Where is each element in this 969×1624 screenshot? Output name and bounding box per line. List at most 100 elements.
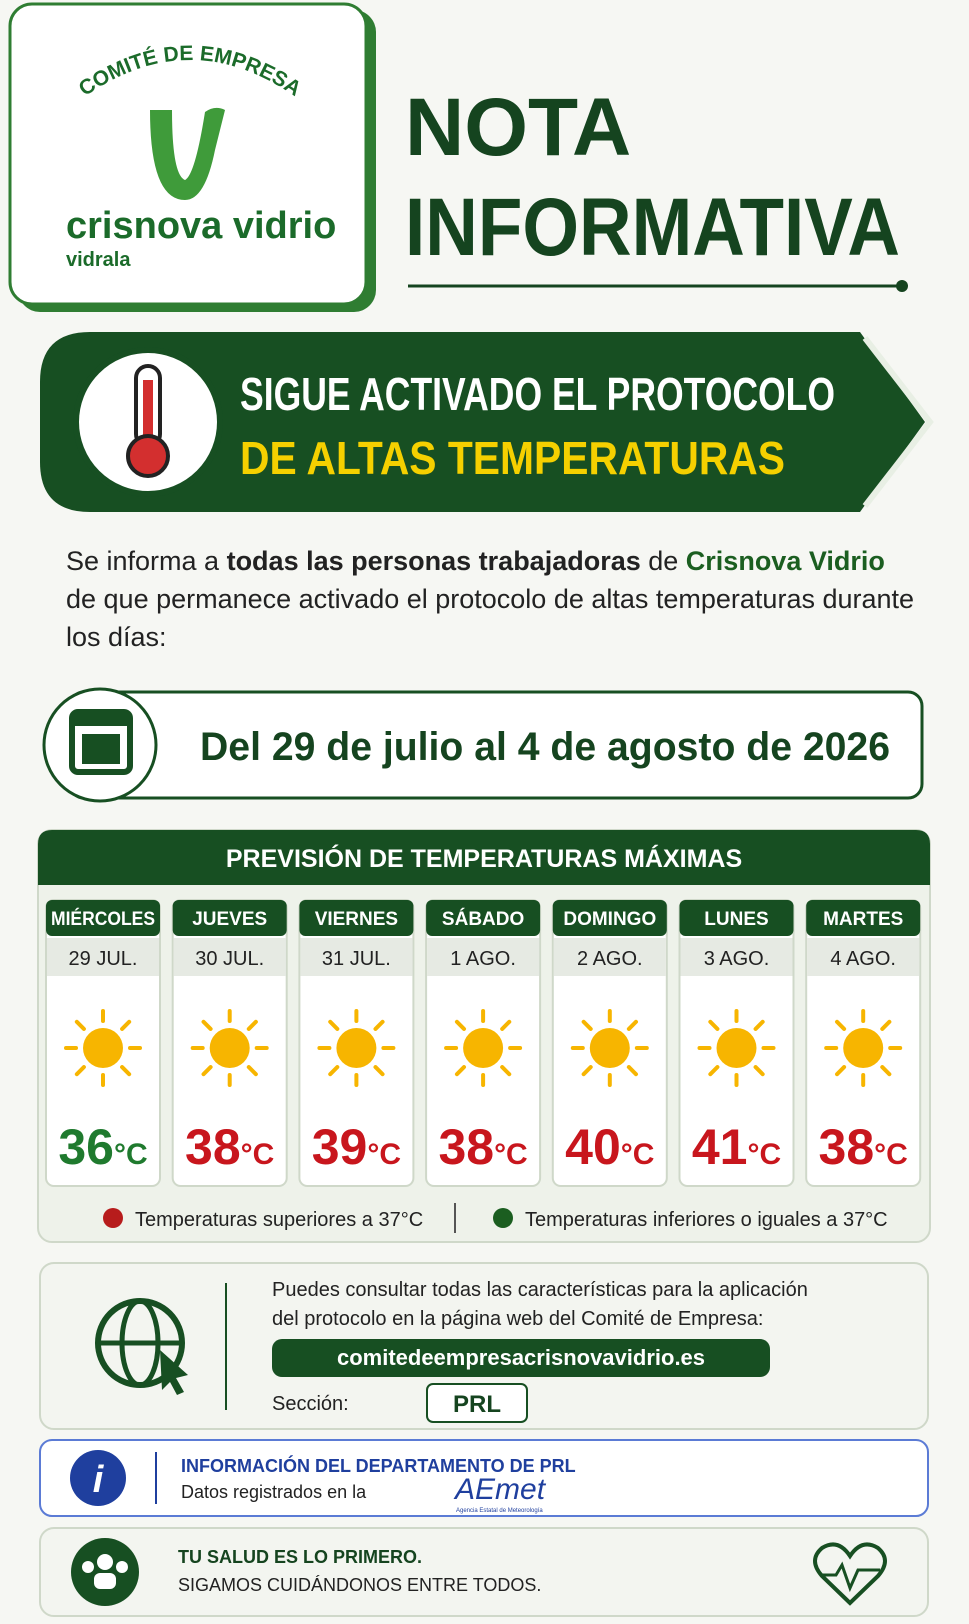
day-date: 3 AGO. — [704, 948, 770, 970]
calendar-head — [72, 712, 130, 726]
footer-line2: SIGAMOS CUIDÁNDONOS ENTRE TODOS. — [178, 1575, 541, 1595]
intro-text: Se informa a — [66, 546, 227, 576]
sun — [463, 1028, 504, 1068]
info-glyph: i — [93, 1459, 105, 1501]
date-range: Del 29 de julio al 4 de agosto de 2026 — [200, 725, 890, 769]
date-band — [427, 938, 540, 976]
section: PRL — [453, 1391, 501, 1418]
temp-unit: °C — [874, 1138, 908, 1171]
logo-box — [8, 2, 368, 306]
temp-unit: °C — [367, 1138, 401, 1171]
people-icon — [71, 1538, 139, 1606]
sun-ray — [708, 1065, 720, 1077]
date-band — [553, 938, 666, 976]
heartbeat — [820, 1561, 880, 1593]
thermo-mercury — [143, 380, 153, 446]
sun-ray — [500, 1019, 512, 1031]
aemet-logo: AEmet — [453, 1473, 547, 1506]
sun-ray — [753, 1019, 765, 1031]
day-date: 4 AGO. — [830, 948, 896, 970]
person-body — [94, 1573, 116, 1589]
day-date: 29 JUL. — [69, 948, 138, 970]
sun — [83, 1028, 123, 1068]
info-title: INFORMACIÓN DEL DEPARTAMENTO DE PRL — [181, 1455, 576, 1476]
title-line1: NOTA — [405, 82, 631, 173]
date-band — [300, 938, 413, 976]
sun-ray — [246, 1019, 258, 1031]
temp-value: 40 — [565, 1119, 621, 1175]
banner-line2: DE ALTAS TEMPERATURAS — [240, 432, 785, 484]
temp-value: 36 — [58, 1119, 114, 1175]
temp-unit: °C — [241, 1138, 275, 1171]
weekday: JUEVES — [192, 909, 267, 930]
forecast-title: PREVISIÓN DE TEMPERATURAS MÁXIMAS — [226, 843, 742, 873]
info-icon — [70, 1450, 126, 1506]
legend-dot — [493, 1208, 513, 1228]
temp-unit: °C — [621, 1138, 655, 1171]
day-header — [46, 900, 160, 936]
footer-line1: TU SALUD ES LO PRIMERO. — [178, 1547, 422, 1567]
sun-ray — [454, 1019, 467, 1031]
aemet-sub: Agencia Estatal de Meteorología — [456, 1508, 543, 1514]
sun-ray — [626, 1065, 638, 1077]
temperature: 38°C — [438, 1119, 527, 1175]
weekday: VIERNES — [315, 909, 398, 930]
sun-ray — [581, 1019, 593, 1031]
sun-ray — [753, 1065, 765, 1077]
intro-text: de — [640, 546, 686, 576]
date-band — [47, 938, 159, 976]
person — [97, 1554, 113, 1570]
web-line2: del protocolo en la página web del Comit… — [272, 1308, 763, 1330]
sun-ray — [328, 1065, 340, 1077]
temperature: 39°C — [312, 1119, 401, 1175]
logo-sub: vidrala — [66, 249, 131, 271]
sun — [589, 1028, 630, 1068]
sun-ray — [454, 1065, 467, 1077]
temp-value: 38 — [819, 1119, 875, 1175]
sun — [843, 1028, 884, 1068]
day-header — [172, 900, 287, 936]
calendar-grid — [82, 734, 120, 764]
temp-unit: °C — [114, 1138, 148, 1171]
weekday: MIÉRCOLES — [51, 908, 155, 930]
date-band — [173, 938, 286, 976]
sun-ray — [835, 1019, 847, 1031]
section-box — [426, 1383, 528, 1423]
sun — [336, 1028, 377, 1068]
sun-ray — [880, 1019, 892, 1031]
cursor — [160, 1350, 188, 1395]
info-text: Datos registrados en la — [181, 1482, 367, 1502]
legend-label: Temperaturas inferiores o iguales a 37°C — [525, 1209, 888, 1231]
day-header — [806, 900, 921, 936]
sun-ray — [120, 1019, 132, 1031]
temp-unit: °C — [747, 1138, 781, 1171]
temp-value: 39 — [312, 1119, 368, 1175]
person — [116, 1561, 128, 1573]
temperature: 40°C — [565, 1119, 654, 1175]
banner-chevron — [862, 336, 934, 508]
banner — [40, 332, 925, 512]
url: comitedeempresacrisnovavidrio.es — [337, 1345, 705, 1370]
temperature: 38°C — [819, 1119, 908, 1175]
day-header — [679, 900, 794, 936]
sun-ray — [835, 1065, 847, 1077]
logo-v — [150, 107, 225, 200]
weekday: MARTES — [823, 909, 903, 930]
temperature: 38°C — [185, 1119, 274, 1175]
sun-ray — [500, 1065, 512, 1077]
sun — [209, 1028, 250, 1068]
legend-dot — [103, 1208, 123, 1228]
section-label: Sección: — [272, 1393, 349, 1415]
person — [82, 1561, 94, 1573]
date-band — [680, 938, 793, 976]
day-date: 31 JUL. — [322, 948, 391, 970]
logo-brand: crisnova vidrio — [66, 205, 336, 247]
day-date: 1 AGO. — [450, 948, 516, 970]
legend-label: Temperaturas superiores a 37°C — [135, 1209, 423, 1231]
temp-value: 38 — [185, 1119, 241, 1175]
temperature: 36°C — [58, 1119, 147, 1175]
day-header — [426, 900, 541, 936]
sun-ray — [74, 1019, 86, 1031]
